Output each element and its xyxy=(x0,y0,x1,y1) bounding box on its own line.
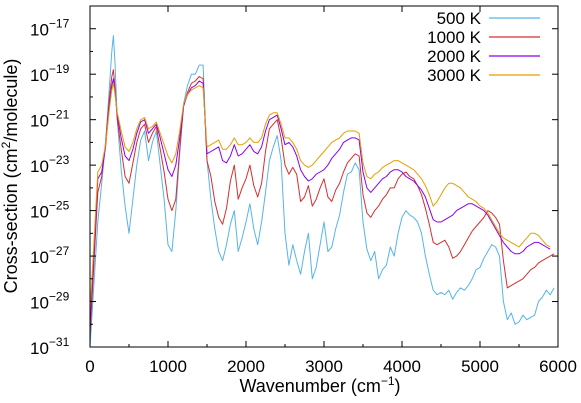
x-tick-label: 6000 xyxy=(539,357,577,376)
legend-label-1: 1000 K xyxy=(427,28,482,47)
x-tick-label: 1000 xyxy=(149,357,187,376)
legend-label-0: 500 K xyxy=(437,9,482,28)
series-line-0 xyxy=(89,35,555,348)
y-tick-label: 10−25 xyxy=(30,199,70,222)
series-line-1 xyxy=(89,69,555,336)
y-tick-label: 10−19 xyxy=(30,62,70,85)
y-tick-labels: 10−17 10−19 10−21 10−23 10−25 10−27 10−29 10−31 xyxy=(30,17,70,358)
y-axis-label-sup: 2 xyxy=(0,141,13,148)
x-axis-label-sup: −1 xyxy=(381,374,395,388)
x-tick-label: 5000 xyxy=(461,357,499,376)
series-layer xyxy=(89,35,555,348)
x-tick-labels: 0 1000 2000 3000 4000 5000 6000 xyxy=(85,357,577,376)
y-tick-label: 10−17 xyxy=(30,17,70,40)
y-tick-label: 10−27 xyxy=(30,244,70,267)
plot-area xyxy=(89,5,559,348)
x-tick-label: 3000 xyxy=(305,357,343,376)
legend-label-2: 2000 K xyxy=(427,47,482,66)
x-tick-label: 2000 xyxy=(227,357,265,376)
x-tick-label: 4000 xyxy=(383,357,421,376)
series-line-2 xyxy=(89,78,551,325)
x-tick-label: 0 xyxy=(85,357,94,376)
x-axis-label: Wavenumber (cm−1) xyxy=(239,374,400,396)
y-axis-label: Cross-section (cm2/molecule) xyxy=(0,59,21,294)
legend-label-3: 3000 K xyxy=(427,66,482,85)
y-tick-label: 10−31 xyxy=(30,335,70,358)
tick-layer xyxy=(89,6,559,348)
y-tick-label: 10−23 xyxy=(30,153,70,176)
y-tick-label: 10−29 xyxy=(30,290,70,313)
series-line-3 xyxy=(89,82,551,313)
y-tick-label: 10−21 xyxy=(30,108,70,131)
plot-frame xyxy=(89,5,559,348)
